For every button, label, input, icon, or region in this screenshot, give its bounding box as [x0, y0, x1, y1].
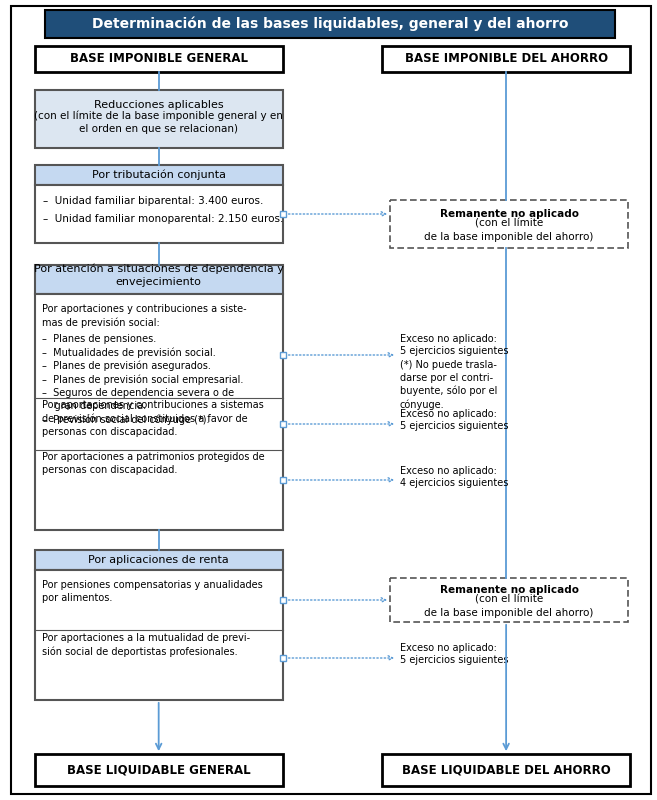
Text: –  Planes de pensiones.
–  Mutualidades de previsión social.
–  Planes de previs: – Planes de pensiones. – Mutualidades de… — [41, 334, 243, 425]
Text: –  Unidad familiar monoparental: 2.150 euros.: – Unidad familiar monoparental: 2.150 eu… — [43, 214, 283, 224]
Bar — [45, 10, 616, 38]
Text: Por aportaciones a la mutualidad de previ-
sión social de deportistas profesiona: Por aportaciones a la mutualidad de prev… — [41, 633, 250, 657]
Bar — [280, 352, 286, 358]
Bar — [35, 165, 283, 185]
Text: Remanente no aplicado: Remanente no aplicado — [440, 585, 579, 595]
Text: Exceso no aplicado:
5 ejercicios siguientes: Exceso no aplicado: 5 ejercicios siguien… — [400, 409, 509, 431]
Text: BASE IMPONIBLE GENERAL: BASE IMPONIBLE GENERAL — [70, 53, 248, 66]
Text: Por aplicaciones de renta: Por aplicaciones de renta — [88, 555, 229, 565]
Text: (con el límite de la base imponible general y en
el orden en que se relacionan): (con el límite de la base imponible gene… — [34, 110, 283, 134]
Text: Por aportaciones y contribuciones a siste-
mas de previsión social:: Por aportaciones y contribuciones a sist… — [41, 304, 246, 328]
Text: (con el límite
de la base imponible del ahorro): (con el límite de la base imponible del … — [424, 594, 594, 618]
Text: Por aportaciones y contribuciones a sistemas
de previsión social constituidos a : Por aportaciones y contribuciones a sist… — [41, 400, 263, 437]
Text: Determinación de las bases liquidables, general y del ahorro: Determinación de las bases liquidables, … — [92, 17, 569, 31]
Bar — [280, 655, 286, 661]
Text: Remanente no aplicado: Remanente no aplicado — [440, 209, 579, 219]
Text: Reducciones aplicables: Reducciones aplicables — [94, 100, 223, 110]
Bar — [35, 265, 283, 294]
Bar — [35, 570, 283, 700]
Bar — [35, 754, 283, 786]
Bar — [280, 211, 286, 217]
Bar — [35, 294, 283, 530]
Text: (con el límite
de la base imponible del ahorro): (con el límite de la base imponible del … — [424, 218, 594, 242]
Bar — [35, 185, 283, 243]
Text: BASE LIQUIDABLE DEL AHORRO: BASE LIQUIDABLE DEL AHORRO — [401, 763, 610, 777]
Text: BASE LIQUIDABLE GENERAL: BASE LIQUIDABLE GENERAL — [67, 763, 250, 777]
Text: –  Unidad familiar biparental: 3.400 euros.: – Unidad familiar biparental: 3.400 euro… — [43, 196, 263, 206]
Text: Por atención a situaciones de dependencia y
envejecimiento: Por atención a situaciones de dependenci… — [34, 263, 284, 286]
Bar — [390, 578, 628, 622]
Bar — [280, 597, 286, 603]
Bar — [35, 90, 283, 148]
Text: Exceso no aplicado:
5 ejercicios siguientes: Exceso no aplicado: 5 ejercicios siguien… — [400, 334, 509, 357]
Text: Exceso no aplicado:
5 ejercicios siguientes: Exceso no aplicado: 5 ejercicios siguien… — [400, 642, 509, 666]
Bar — [35, 550, 283, 570]
Text: Por aportaciones a patrimonios protegidos de
personas con discapacidad.: Por aportaciones a patrimonios protegido… — [41, 452, 264, 475]
Bar — [382, 46, 630, 72]
Text: BASE IMPONIBLE DEL AHORRO: BASE IMPONIBLE DEL AHORRO — [405, 53, 608, 66]
Bar — [280, 477, 286, 483]
Text: Por tributación conjunta: Por tributación conjunta — [92, 170, 225, 180]
Bar — [382, 754, 630, 786]
Bar — [35, 46, 283, 72]
Text: Por pensiones compensatorias y anualidades
por alimentos.: Por pensiones compensatorias y anualidad… — [41, 580, 262, 603]
Bar — [280, 421, 286, 427]
Text: Exceso no aplicado:
4 ejercicios siguientes: Exceso no aplicado: 4 ejercicios siguien… — [400, 466, 509, 488]
Bar — [390, 200, 628, 248]
Text: (*) No puede trasla-
darse por el contri-
buyente, sólo por el
cónyuge.: (*) No puede trasla- darse por el contri… — [400, 360, 497, 410]
